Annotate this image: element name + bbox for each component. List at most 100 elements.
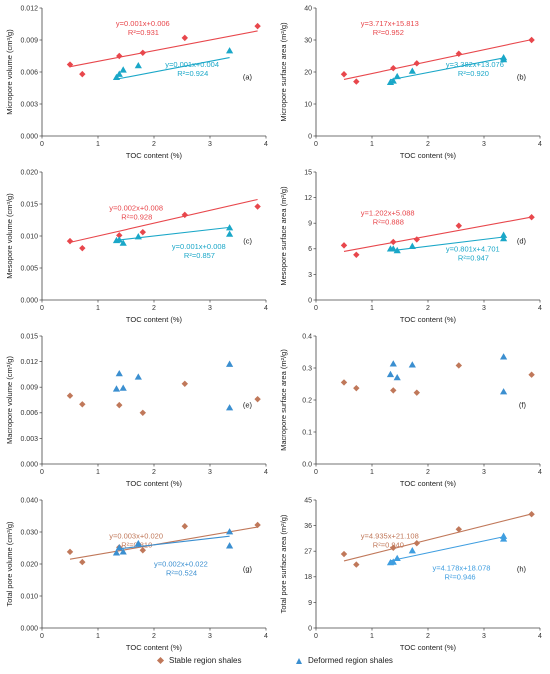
data-point-diamond xyxy=(340,242,348,249)
data-point-diamond xyxy=(181,523,188,530)
fit-r-squared: R²=0.888 xyxy=(373,218,404,227)
x-tick-label: 4 xyxy=(264,305,268,312)
trend-line xyxy=(390,536,504,562)
trend-line xyxy=(343,216,532,252)
data-point-diamond xyxy=(66,548,74,556)
data-point-diamond xyxy=(413,540,420,547)
diamond-marker-icon xyxy=(156,656,165,665)
y-tick-label: 0.009 xyxy=(20,37,38,44)
panel-label: (f) xyxy=(519,401,527,410)
fit-r-squared: R²=0.524 xyxy=(166,569,197,578)
y-tick-label: 0.3 xyxy=(302,365,312,372)
panel-label: (c) xyxy=(243,237,252,246)
x-tick-label: 4 xyxy=(264,469,268,476)
y-tick-label: 0.000 xyxy=(20,297,38,304)
fit-equation: y=0.002x+0.008 xyxy=(109,203,163,212)
data-point-triangle xyxy=(408,361,416,368)
y-tick-label: 0.003 xyxy=(20,436,38,443)
data-point-diamond xyxy=(79,558,86,566)
x-tick-label: 1 xyxy=(370,141,374,148)
trend-line xyxy=(69,198,258,243)
data-point-diamond xyxy=(181,380,188,387)
y-tick-label: 0.1 xyxy=(302,429,312,436)
x-tick-label: 1 xyxy=(370,633,374,640)
fit-equation: y=4.935x+21.108 xyxy=(361,531,419,540)
y-tick-label: 0.020 xyxy=(20,169,38,176)
y-tick-label: 9 xyxy=(308,600,312,607)
data-point-triangle xyxy=(134,62,142,69)
data-point-triangle xyxy=(119,384,127,391)
triangle-marker-icon xyxy=(296,657,302,664)
x-axis-label: TOC content (%) xyxy=(126,479,183,488)
trend-line xyxy=(390,57,504,81)
y-tick-label: 0 xyxy=(308,625,312,632)
y-tick-label: 0.015 xyxy=(20,201,38,208)
y-tick-label: 0.0 xyxy=(302,461,312,468)
y-axis-label: Micropore volume (cm³/g) xyxy=(5,29,14,115)
x-tick-label: 0 xyxy=(314,141,318,148)
chart-panel-b: 0 10 20 30 40 0 1 2 3 4 TOC content (%) Micropore s… xyxy=(279,5,542,160)
x-tick-label: 2 xyxy=(152,469,156,476)
data-point-triangle xyxy=(226,360,234,367)
data-point-diamond xyxy=(528,36,535,44)
y-tick-label: 0 xyxy=(308,297,312,304)
data-point-diamond xyxy=(390,387,397,394)
fit-r-squared: R²=0.946 xyxy=(444,572,475,581)
data-point-triangle xyxy=(226,224,234,231)
data-point-diamond xyxy=(390,64,397,72)
x-tick-label: 3 xyxy=(482,469,486,476)
data-point-diamond xyxy=(353,384,360,392)
data-point-diamond xyxy=(353,561,360,568)
y-tick-label: 0.040 xyxy=(20,497,38,504)
data-point-diamond xyxy=(413,389,420,396)
x-tick-label: 1 xyxy=(370,305,374,312)
x-tick-label: 2 xyxy=(152,633,156,640)
x-tick-label: 0 xyxy=(314,469,318,476)
x-tick-label: 0 xyxy=(40,305,44,312)
x-tick-label: 1 xyxy=(96,141,100,148)
y-tick-label: 0.2 xyxy=(302,397,312,404)
data-point-triangle xyxy=(500,54,508,61)
fit-equation: y=1.202x+5.088 xyxy=(361,209,415,218)
x-tick-label: 2 xyxy=(426,469,430,476)
panel-label: (e) xyxy=(243,401,253,410)
data-point-diamond xyxy=(390,238,397,246)
y-tick-label: 12 xyxy=(304,195,312,202)
y-tick-label: 0.010 xyxy=(20,233,38,240)
legend-label-stable: Stable region shales xyxy=(169,656,242,665)
panel-label: (d) xyxy=(517,237,527,246)
data-point-triangle xyxy=(408,67,416,74)
data-point-diamond xyxy=(353,78,360,85)
data-point-diamond xyxy=(353,251,360,258)
data-point-triangle xyxy=(389,558,397,565)
x-tick-label: 2 xyxy=(426,305,430,312)
y-tick-label: 15 xyxy=(304,169,312,176)
data-point-triangle xyxy=(134,539,142,547)
chart-panel-f: 0.0 0.1 0.2 0.3 0.4 0 1 2 3 4 TOC content (%) Macro… xyxy=(279,333,542,488)
x-tick-label: 3 xyxy=(482,305,486,312)
x-tick-label: 3 xyxy=(208,141,212,148)
data-point-diamond xyxy=(139,547,146,554)
chart-panel-e: 0.000 0.003 0.006 0.009 0.012 0.015 0 1 2 3 4 TOC c… xyxy=(5,333,268,488)
chart-panel-c: 0.000 0.005 0.010 0.015 0.020 0 1 2 3 4 TOC conten… xyxy=(5,169,268,324)
x-tick-label: 1 xyxy=(96,633,100,640)
trend-line xyxy=(343,39,532,80)
y-tick-label: 0.009 xyxy=(20,385,38,392)
fit-r-squared: R²=0.940 xyxy=(373,540,404,549)
data-point-diamond xyxy=(66,61,74,68)
y-tick-label: 0.000 xyxy=(20,461,38,468)
fit-equation: y=0.003x+0.020 xyxy=(109,531,163,540)
data-point-triangle xyxy=(112,385,121,392)
data-point-triangle xyxy=(500,532,508,539)
y-tick-label: 3 xyxy=(308,272,312,279)
data-point-triangle xyxy=(115,544,123,551)
trend-line xyxy=(69,30,258,68)
data-point-diamond xyxy=(340,550,348,558)
y-tick-label: 0.006 xyxy=(20,410,38,417)
y-tick-label: 0.005 xyxy=(20,265,38,272)
fit-r-squared: R²=0.928 xyxy=(121,212,152,221)
y-tick-label: 0.012 xyxy=(20,359,38,366)
y-tick-label: 45 xyxy=(304,497,312,504)
data-point-triangle xyxy=(500,353,508,360)
